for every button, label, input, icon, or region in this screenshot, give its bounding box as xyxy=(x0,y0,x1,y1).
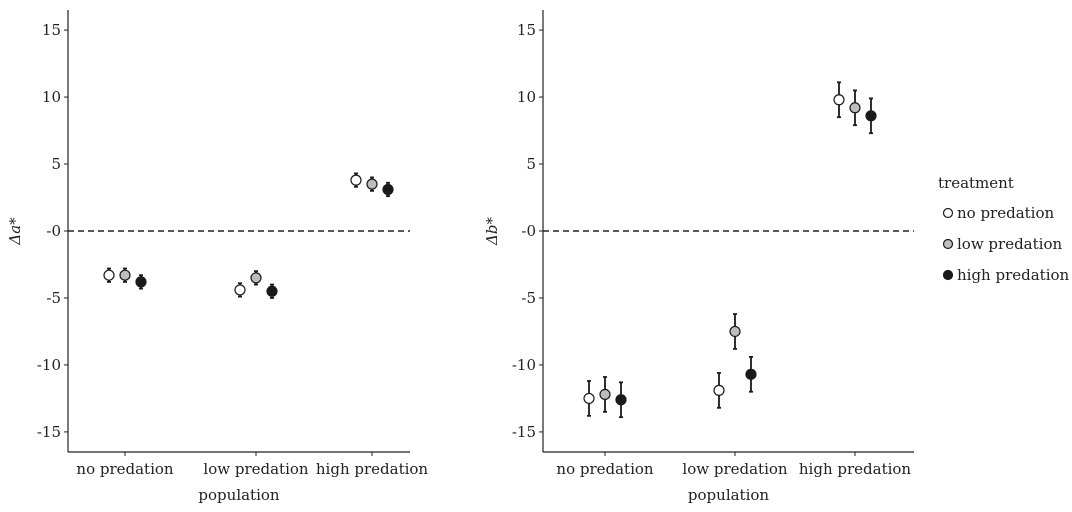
y-tick-label: -15 xyxy=(512,423,536,441)
plot-panel-1: 15 10 5 -0 -5 -10 -15 no predation low predation… xyxy=(6,10,428,504)
data-point-no-predation-high-predation xyxy=(833,94,845,106)
y-tick-label: 15 xyxy=(42,21,61,39)
series-high-predation xyxy=(615,97,877,419)
x-tick-label-high-predation: high predation xyxy=(316,460,429,478)
y-axis-title: Δa* xyxy=(6,217,24,246)
data-point-no-predation-no-predation xyxy=(103,269,115,281)
x-tick-label-no-predation: no predation xyxy=(556,460,654,478)
legend-marker-low-predation xyxy=(942,238,954,250)
series-high-predation xyxy=(135,181,394,299)
legend: treatment no predation low predation hig… xyxy=(938,174,1070,284)
data-point-no-predation-no-predation xyxy=(583,392,595,405)
y-tick-label: -0 xyxy=(521,222,536,240)
legend-label-no-predation: no predation xyxy=(957,204,1055,222)
series-low-predation xyxy=(599,89,861,413)
data-point-high-predation-no-predation xyxy=(615,394,627,406)
series-low-predation xyxy=(119,176,378,286)
y-tick-label: -10 xyxy=(512,356,536,374)
y-tick-label: 10 xyxy=(517,88,536,106)
y-tick-label: 15 xyxy=(517,21,536,39)
y-tick-label: -10 xyxy=(37,356,61,374)
legend-marker-no-predation xyxy=(942,207,954,219)
data-point-high-predation-low-predation xyxy=(745,368,757,380)
x-tick-label-low-predation: low predation xyxy=(682,460,787,478)
x-tick-label-high-predation: high predation xyxy=(799,460,912,478)
data-point-low-predation-high-predation xyxy=(849,102,861,114)
y-axis-title: Δb* xyxy=(483,217,501,246)
data-point-no-predation-low-predation xyxy=(713,384,725,396)
data-point-no-predation-low-predation xyxy=(234,284,246,296)
x-axis-title: population xyxy=(688,486,769,504)
data-point-no-predation-high-predation xyxy=(350,174,362,186)
y-tick-label: -5 xyxy=(521,289,536,307)
y-tick-label: -5 xyxy=(46,289,61,307)
legend-marker-high-predation xyxy=(942,269,954,281)
data-point-low-predation-high-predation xyxy=(366,178,378,190)
y-tick-label: -15 xyxy=(37,423,61,441)
data-point-low-predation-low-predation xyxy=(250,272,262,284)
legend-label-high-predation: high predation xyxy=(957,266,1070,284)
data-point-low-predation-no-predation xyxy=(119,269,131,281)
y-tick-label: 5 xyxy=(526,155,536,173)
legend-label-low-predation: low predation xyxy=(957,235,1062,253)
y-tick-label: 10 xyxy=(42,88,61,106)
data-point-high-predation-high-predation xyxy=(382,183,394,196)
x-axis-title: population xyxy=(198,486,279,504)
plot-panel-2: 15 10 5 -0 -5 -10 -15 no predation low predation… xyxy=(483,10,914,504)
y-tick-label: -0 xyxy=(46,222,61,240)
data-point-high-predation-high-predation xyxy=(865,110,877,122)
data-point-high-predation-low-predation xyxy=(266,285,278,297)
y-tick-label: 5 xyxy=(51,155,61,173)
data-point-low-predation-low-predation xyxy=(729,325,741,338)
series-no-predation xyxy=(103,172,362,298)
x-tick-label-no-predation: no predation xyxy=(76,460,174,478)
legend-title: treatment xyxy=(938,174,1014,192)
data-point-high-predation-no-predation xyxy=(135,276,147,288)
x-tick-label-low-predation: low predation xyxy=(203,460,308,478)
data-point-low-predation-no-predation xyxy=(599,388,611,401)
series-no-predation xyxy=(583,81,845,417)
